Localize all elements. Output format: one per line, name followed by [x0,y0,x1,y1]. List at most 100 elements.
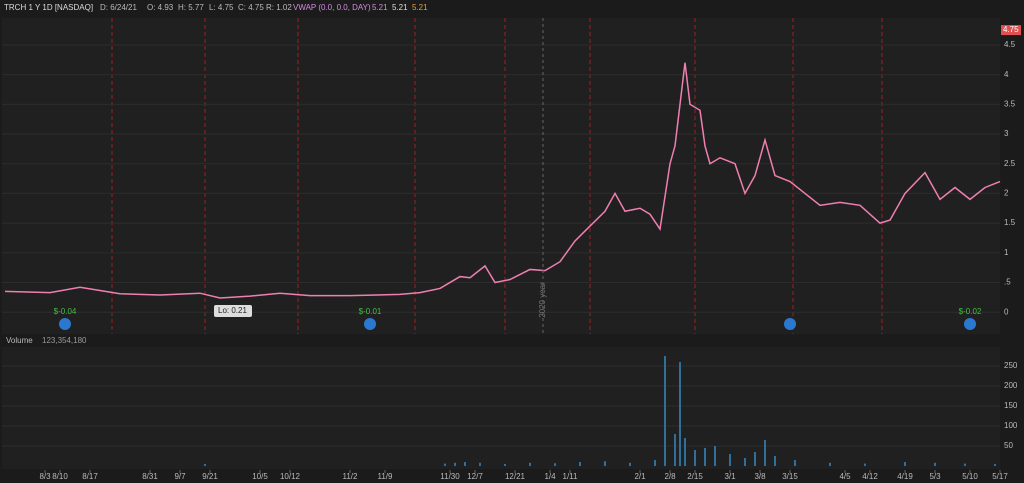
volume-bar [964,463,966,466]
x-tick-label: 8/3 [39,472,51,481]
high: H: 5.77 [178,3,204,12]
x-tick-label: 3/1 [724,472,736,481]
x-tick-label: 8/10 [52,472,68,481]
x-tick-label: 11/9 [378,472,394,481]
x-tick-label: 5/10 [962,472,978,481]
y-tick-label: 100 [1004,421,1018,430]
y-tick-label: 150 [1004,401,1018,410]
symbol: TRCH 1 Y 1D [NASDAQ] [4,3,93,12]
y-tick-label: 2 [1004,189,1009,198]
x-tick-label: 4/12 [862,472,878,481]
volume-bar [664,356,666,466]
y-tick-label: 1 [1004,248,1009,257]
volume-bar [794,460,796,466]
y-tick-label: 3.5 [1004,99,1016,108]
vwap: VWAP (0.0, 0.0, DAY) [293,3,371,12]
volume-header [2,335,1000,346]
volume-bar [934,462,936,466]
x-tick-label: 2/15 [687,472,703,481]
x-tick-label: 1/4 [544,472,556,481]
x-tick-label: 4/19 [897,472,913,481]
volume-bar [864,463,866,466]
x-tick-label: 11/2 [343,472,359,481]
volume-bar [654,460,656,466]
y-tick-label: 2.5 [1004,159,1016,168]
earnings-icon [59,318,71,330]
volume-bar [629,462,631,466]
header: TRCH 1 Y 1D [NASDAQ] D: 6/24/21 O: 4.93 … [4,3,428,12]
date: D: 6/24/21 [100,3,137,12]
close: C: 4.75 [238,3,264,12]
volume-bar [684,438,686,466]
x-tick-label: 4/5 [839,472,851,481]
volume-bar [579,462,581,466]
open: O: 4.93 [147,3,174,12]
volume-bar [729,454,731,466]
x-tick-label: 2/1 [634,472,646,481]
volume-bar [464,462,466,466]
volume-bar [829,462,831,466]
volume-bar [744,458,746,466]
y-tick-label: 200 [1004,381,1018,390]
x-tick-label: 8/17 [82,472,98,481]
last-price-label: 4.75 [1003,25,1019,34]
volume-bar [674,434,676,466]
volume-bar [454,462,456,466]
y-tick-label: 4.5 [1004,40,1016,49]
x-tick-label: 5/3 [929,472,941,481]
x-tick-label: 10/5 [252,472,268,481]
x-tick-label: 10/12 [280,472,301,481]
y-tick-label: 1.5 [1004,218,1016,227]
volume-bar [704,448,706,466]
x-tick-label: 11/30 [440,472,460,481]
x-tick-label: 5/17 [992,472,1008,481]
price-panel [2,18,1000,334]
earnings-icon [784,318,796,330]
y-tick-label: 50 [1004,441,1013,450]
x-tick-label: 9/21 [202,472,218,481]
volume-bar [554,463,556,466]
volume-panel [2,347,1000,469]
x-tick-label: 12/7 [467,472,483,481]
volume-bar [754,452,756,466]
volume-bar [714,446,716,466]
low-label: Lo: 0.21 [218,306,247,315]
y-tick-label: .5 [1004,278,1011,287]
y-tick-label: 250 [1004,361,1018,370]
vwap-value: 5.21 [392,3,408,12]
x-tick-label: 9/7 [174,472,186,481]
earnings-icon [964,318,976,330]
last-price-badge [1001,25,1021,36]
volume-bar [204,464,206,466]
earnings-label: $-0.04 [54,307,77,316]
price-line [4,62,1001,299]
y-tick-label: 3 [1004,129,1009,138]
volume-bar [504,464,506,466]
vwap-value: 5.21 [372,3,388,12]
volume-title: Volume [6,336,33,345]
y-tick-label: 4 [1004,70,1009,79]
volume-bar [904,462,906,466]
period-lines [111,18,883,334]
year-label: 2020 year [538,282,547,318]
earnings-label: $-0.01 [359,307,382,316]
volume-bar [679,362,681,466]
volume-bar [694,450,696,466]
x-tick-label: 2/8 [664,472,676,481]
volume-bar [604,461,606,466]
volume-bar [994,464,996,466]
y-tick-label: 0 [1004,307,1009,316]
low-callout [214,305,252,317]
volume-bar [479,462,481,466]
x-tick-label: 8/31 [142,472,158,481]
earnings-icon [364,318,376,330]
volume-bar [774,456,776,466]
volume-bar [444,463,446,466]
x-tick-label: 3/8 [754,472,766,481]
vwap-value: 5.21 [412,3,428,12]
x-tick-label: 1/11 [563,472,579,481]
earnings-label: $-0.02 [959,307,982,316]
x-tick-label: 3/15 [782,472,798,481]
x-tick-label: 12/21 [505,472,526,481]
